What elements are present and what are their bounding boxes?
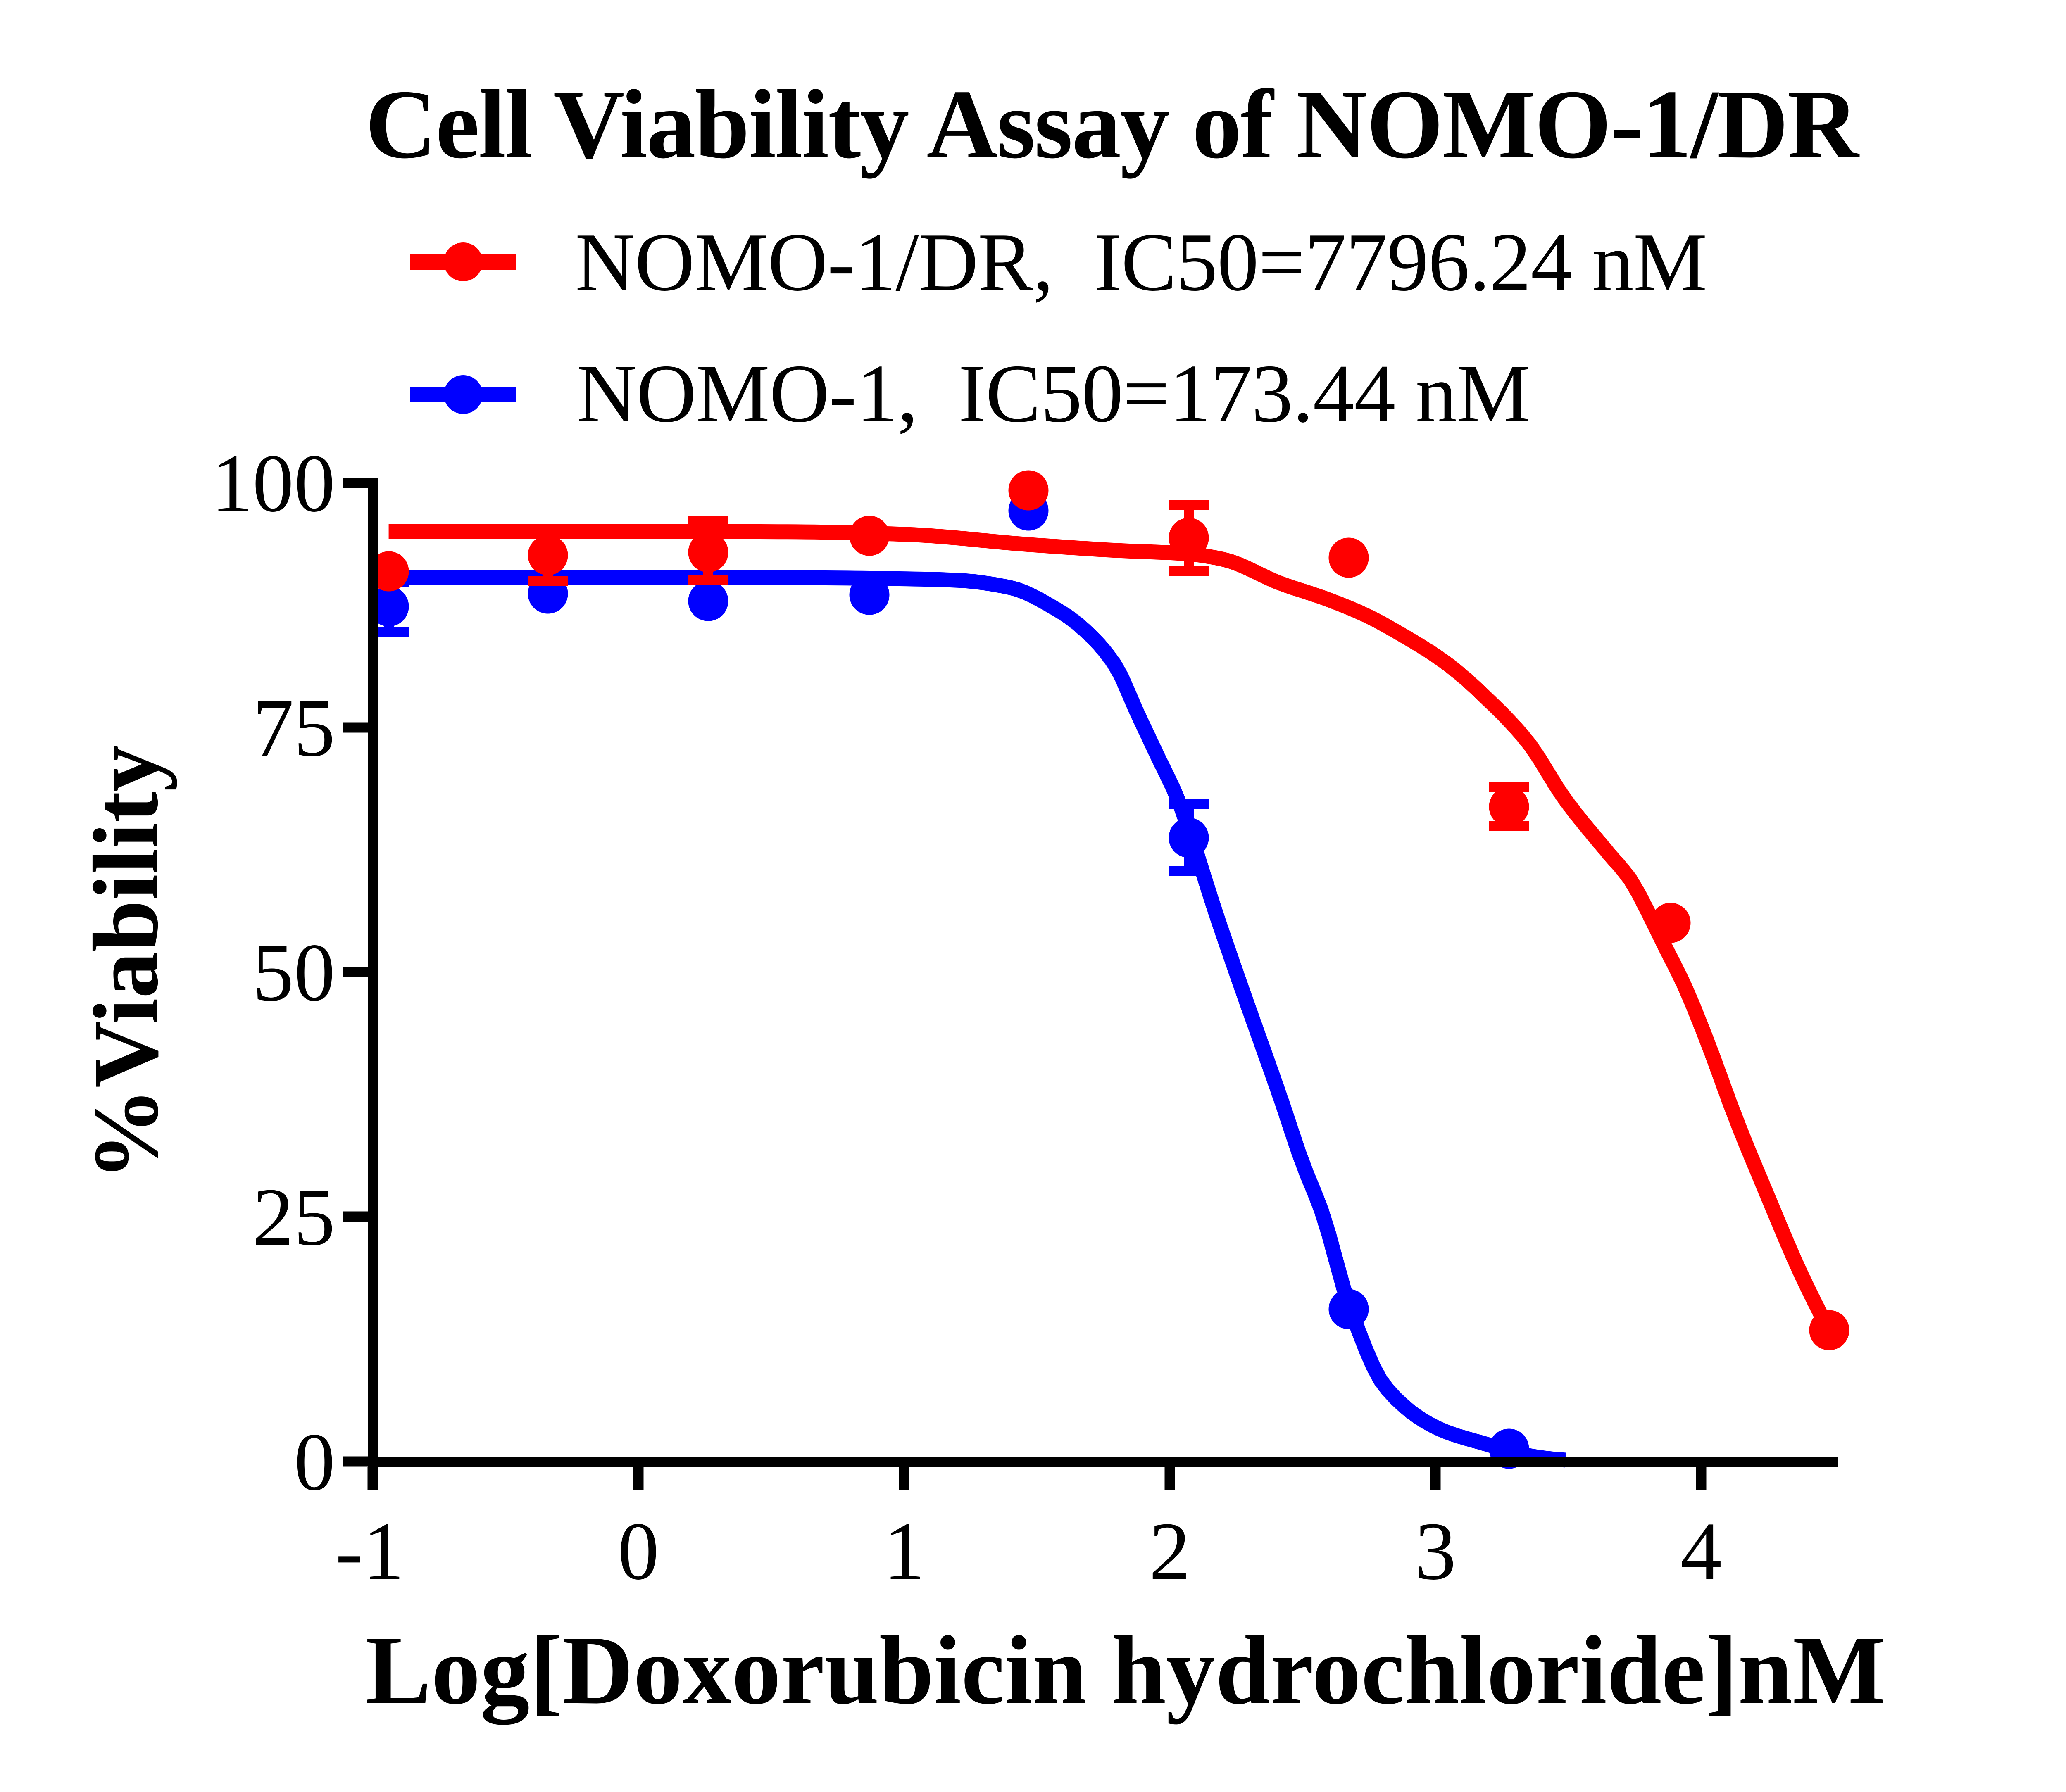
svg-text:-1: -1 [336, 1506, 405, 1597]
svg-text:75: 75 [252, 682, 335, 774]
svg-text:1: 1 [883, 1506, 925, 1597]
svg-text:Log[Doxorubicin hydrochloride]: Log[Doxorubicin hydrochloride]nM [366, 1616, 1885, 1725]
svg-text:2: 2 [1149, 1506, 1190, 1597]
svg-text:4: 4 [1680, 1506, 1722, 1597]
svg-text:NOMO-1/DR, IC50=7796.24 nM: NOMO-1/DR, IC50=7796.24 nM [575, 216, 1707, 308]
svg-text:100: 100 [211, 438, 335, 529]
svg-text:3: 3 [1415, 1506, 1456, 1597]
svg-text:Cell Viability Assay of NOMO-1: Cell Viability Assay of NOMO-1/DR [365, 69, 1860, 179]
svg-text:25: 25 [252, 1172, 335, 1263]
svg-text:0: 0 [618, 1506, 659, 1597]
svg-text:50: 50 [252, 927, 335, 1018]
svg-text:%Viability: %Viability [74, 745, 177, 1181]
svg-text:0: 0 [294, 1416, 335, 1508]
svg-text:NOMO-1, IC50=173.44 nM: NOMO-1, IC50=173.44 nM [577, 348, 1530, 440]
